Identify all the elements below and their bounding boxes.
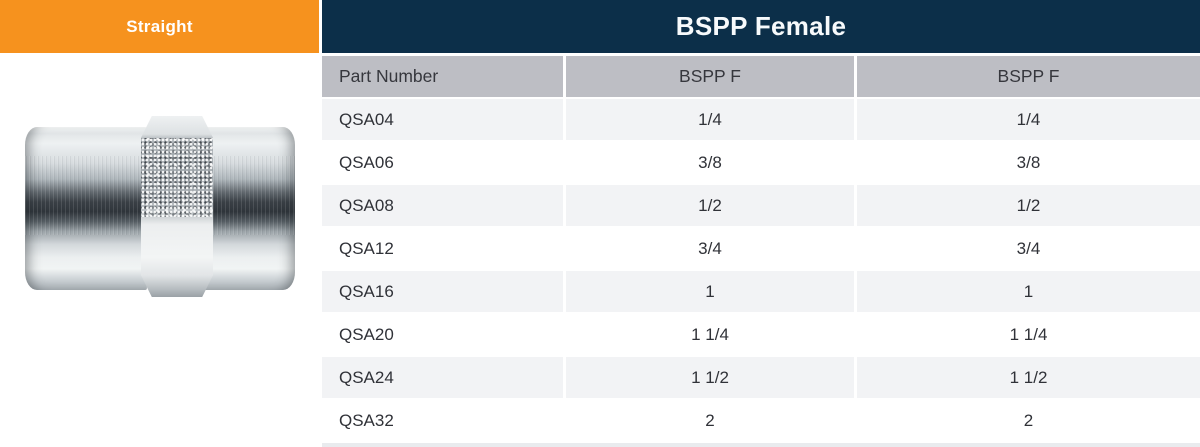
part-number-cell: QSA24 [322,357,563,398]
bspp-f-1-cell: 2 [566,400,854,441]
bspp-f-2-cell: 3/8 [857,142,1200,183]
straight-coupling-photo [25,116,295,297]
tab-straight[interactable]: Straight [0,0,319,53]
tab-straight-label: Straight [126,16,193,36]
part-number-cell: QSA32 [322,400,563,441]
coupling-hex-nut [141,116,213,297]
bspp-f-1-cell: 1/2 [566,185,854,226]
table-bottom-strip [322,443,1200,447]
part-number-cell: QSA04 [322,99,563,140]
bspp-f-2-cell: 1 [857,271,1200,312]
part-number-cell: QSA20 [322,314,563,355]
col-header-bspp-f-2: BSPP F [857,56,1200,97]
part-number-cell: QSA08 [322,185,563,226]
spec-table: Part Number BSPP F BSPP F QSA04 1/4 1/4 … [322,56,1200,447]
col-header-bspp-f-1: BSPP F [566,56,854,97]
bspp-f-1-cell: 1 1/4 [566,314,854,355]
bspp-f-2-cell: 1/4 [857,99,1200,140]
machining-streaks [25,156,147,235]
part-number-cell: QSA12 [322,228,563,269]
part-number-cell: QSA06 [322,142,563,183]
bspp-f-1-cell: 3/4 [566,228,854,269]
bspp-f-1-cell: 1 1/2 [566,357,854,398]
col-header-part-number: Part Number [322,56,563,97]
part-number-cell: QSA16 [322,271,563,312]
hex-speckle-texture [141,137,213,218]
coupling-left-cylinder [25,127,147,290]
bspp-f-2-cell: 2 [857,400,1200,441]
bspp-f-1-cell: 1/4 [566,99,854,140]
page-title: BSPP Female [675,11,847,41]
bspp-f-2-cell: 1 1/2 [857,357,1200,398]
bspp-f-2-cell: 1/2 [857,185,1200,226]
bspp-f-2-cell: 3/4 [857,228,1200,269]
bspp-f-2-cell: 1 1/4 [857,314,1200,355]
bspp-f-1-cell: 3/8 [566,142,854,183]
bspp-f-1-cell: 1 [566,271,854,312]
table-title-bar: BSPP Female [322,0,1200,53]
